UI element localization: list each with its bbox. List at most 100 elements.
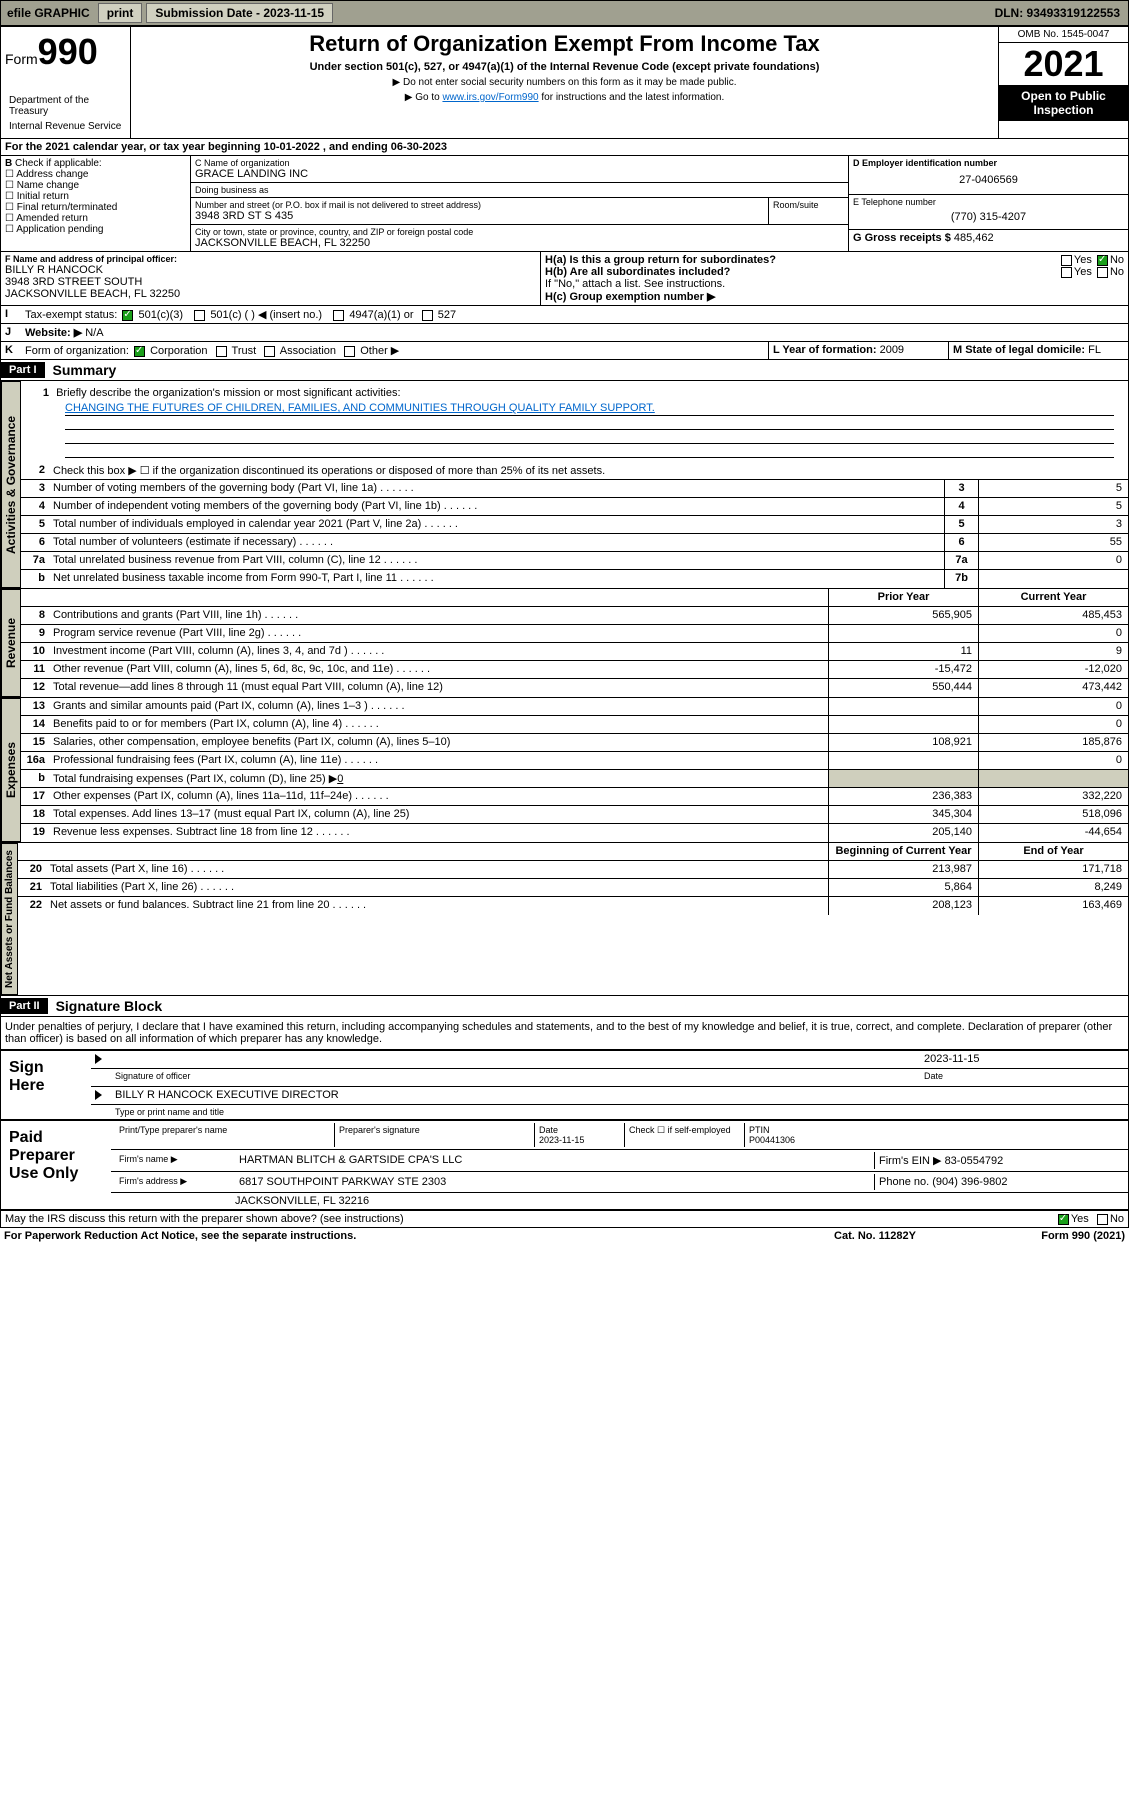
prep-print-label: Print/Type preparer's name: [115, 1123, 335, 1147]
l9-current: 0: [978, 625, 1128, 642]
triangle-icon: [95, 1054, 102, 1064]
l2-text: Check this box ▶ ☐ if the organization d…: [49, 462, 1128, 479]
no-label: No: [1110, 1213, 1124, 1225]
room-label: Room/suite: [773, 200, 844, 210]
box-c: C Name of organization GRACE LANDING INC…: [191, 156, 848, 251]
triangle-icon: [95, 1090, 102, 1100]
no-label: No: [1110, 266, 1124, 278]
l5-val: 3: [978, 516, 1128, 533]
cb-name-change[interactable]: ☐ Name change: [5, 180, 186, 191]
hb-yes-checkbox[interactable]: [1061, 267, 1072, 278]
line-i: I Tax-exempt status: 501(c)(3) 501(c) ( …: [0, 306, 1129, 324]
entity-block: B Check if applicable: ☐ Address change …: [0, 156, 1129, 252]
c-name-label: C Name of organization: [195, 158, 844, 168]
officer-addr2: JACKSONVILLE BEACH, FL 32250: [5, 288, 536, 300]
l12-prior: 550,444: [828, 679, 978, 697]
phone-value: (770) 315-4207: [853, 207, 1124, 227]
discuss-yes-checkbox[interactable]: [1058, 1214, 1069, 1225]
h-a-label: H(a) Is this a group return for subordin…: [545, 254, 776, 266]
state-domicile: FL: [1088, 344, 1101, 356]
cb-other[interactable]: [344, 346, 355, 357]
cb-501c[interactable]: [194, 310, 205, 321]
opt-527: 527: [438, 309, 456, 321]
i-label: Tax-exempt status:: [25, 309, 117, 321]
gross-receipts: 485,462: [954, 232, 994, 244]
submission-date-button[interactable]: Submission Date - 2023-11-15: [146, 3, 333, 23]
cb-final-return[interactable]: ☐ Final return/terminated: [5, 202, 186, 213]
print-name-label: Type or print name and title: [91, 1105, 1128, 1119]
opt-501c3: 501(c)(3): [138, 309, 183, 321]
l14-text: Benefits paid to or for members (Part IX…: [49, 716, 828, 733]
h-a-row: H(a) Is this a group return for subordin…: [545, 254, 1124, 266]
vtab-expenses: Expenses: [1, 698, 21, 842]
l16b-prior-shaded: [828, 770, 978, 787]
line-a: For the 2021 calendar year, or tax year …: [0, 139, 1129, 156]
l10-current: 9: [978, 643, 1128, 660]
d-label: D Employer identification number: [853, 158, 1124, 168]
l5-text: Total number of individuals employed in …: [49, 516, 944, 533]
line-1: 1 Briefly describe the organization's mi…: [21, 381, 1128, 462]
cb-application-pending[interactable]: ☐ Application pending: [5, 224, 186, 235]
l13-prior: [828, 698, 978, 715]
firm-name: HARTMAN BLITCH & GARTSIDE CPA'S LLC: [235, 1152, 874, 1169]
cb-address-change[interactable]: ☐ Address change: [5, 169, 186, 180]
opt-4947: 4947(a)(1) or: [349, 309, 413, 321]
g-label: G Gross receipts $: [853, 232, 951, 244]
hb-no-checkbox[interactable]: [1097, 267, 1108, 278]
cb-association[interactable]: [264, 346, 275, 357]
yes-label: Yes: [1074, 266, 1092, 278]
discuss-no-checkbox[interactable]: [1097, 1214, 1108, 1225]
print-button[interactable]: print: [98, 3, 143, 23]
sign-date: 2023-11-15: [924, 1053, 1124, 1066]
l22-current: 163,469: [978, 897, 1128, 915]
form-header: Form990 Department of the Treasury Inter…: [0, 26, 1129, 139]
firm-phone: (904) 396-9802: [932, 1176, 1007, 1188]
officer-addr1: 3948 3RD STREET SOUTH: [5, 276, 536, 288]
cb-trust[interactable]: [216, 346, 227, 357]
l22-text: Net assets or fund balances. Subtract li…: [46, 897, 828, 915]
part2-title: Signature Block: [48, 996, 171, 1016]
l8-current: 485,453: [978, 607, 1128, 624]
firm-ein: 83-0554792: [945, 1155, 1004, 1167]
l6-text: Total number of volunteers (estimate if …: [49, 534, 944, 551]
cb-corporation[interactable]: [134, 346, 145, 357]
cb-527[interactable]: [422, 310, 433, 321]
line-a-text: For the 2021 calendar year, or tax year …: [1, 139, 1128, 155]
note-ssn: ▶ Do not enter social security numbers o…: [135, 77, 994, 88]
opt-501c: 501(c) ( ) ◀ (insert no.): [210, 309, 322, 321]
j-letter: J: [1, 324, 21, 341]
ha-no-checkbox[interactable]: [1097, 255, 1108, 266]
ha-yes-checkbox[interactable]: [1061, 255, 1072, 266]
l4-text: Number of independent voting members of …: [49, 498, 944, 515]
cb-amended-return[interactable]: ☐ Amended return: [5, 213, 186, 224]
form-number: 990: [38, 31, 98, 72]
firm-ein-label: Firm's EIN ▶: [879, 1155, 942, 1167]
end-year-head: End of Year: [978, 843, 1128, 860]
begin-year-head: Beginning of Current Year: [828, 843, 978, 860]
netassets-section: Net Assets or Fund Balances Beginning of…: [0, 843, 1129, 996]
vtab-netassets: Net Assets or Fund Balances: [1, 843, 18, 995]
cb-501c3[interactable]: [122, 310, 133, 321]
l11-text: Other revenue (Part VIII, column (A), li…: [49, 661, 828, 678]
cat-no: Cat. No. 11282Y: [775, 1230, 975, 1242]
l7b-text: Net unrelated business taxable income fr…: [49, 570, 944, 588]
cb-initial-return[interactable]: ☐ Initial return: [5, 191, 186, 202]
firm-phone-row: Phone no. (904) 396-9802: [874, 1174, 1124, 1190]
part1-header: Part I Summary: [0, 360, 1129, 381]
irs-link[interactable]: www.irs.gov/Form990: [442, 92, 538, 103]
discuss-row: May the IRS discuss this return with the…: [0, 1211, 1129, 1228]
omb-number: OMB No. 1545-0047: [999, 27, 1128, 43]
dba-label: Doing business as: [195, 185, 844, 195]
l11-current: -12,020: [978, 661, 1128, 678]
l12-text: Total revenue—add lines 8 through 11 (mu…: [49, 679, 828, 697]
note-link-row: ▶ Go to www.irs.gov/Form990 for instruct…: [135, 92, 994, 103]
h-c-label: H(c) Group exemption number ▶: [545, 290, 1124, 303]
city-value: JACKSONVILLE BEACH, FL 32250: [195, 237, 844, 249]
revenue-section: Revenue Prior YearCurrent Year 8Contribu…: [0, 589, 1129, 698]
l6-val: 55: [978, 534, 1128, 551]
year-formation: 2009: [880, 344, 904, 356]
cb-4947[interactable]: [333, 310, 344, 321]
l18-prior: 345,304: [828, 806, 978, 823]
l15-prior: 108,921: [828, 734, 978, 751]
l21-text: Total liabilities (Part X, line 26): [46, 879, 828, 896]
